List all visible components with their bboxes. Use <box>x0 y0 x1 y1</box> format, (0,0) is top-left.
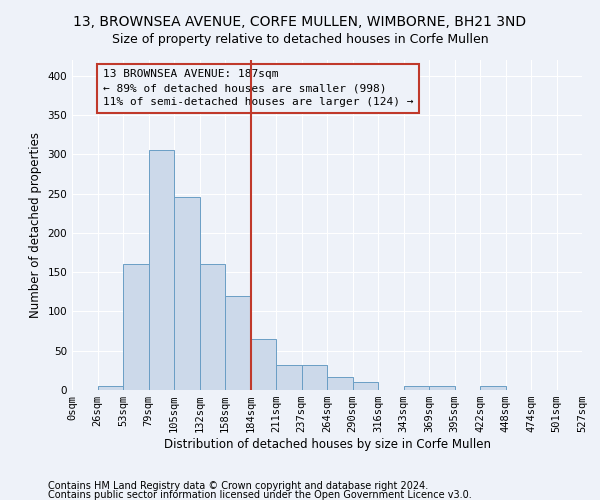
Bar <box>123 264 149 390</box>
Bar <box>225 296 251 390</box>
Text: Contains HM Land Registry data © Crown copyright and database right 2024.: Contains HM Land Registry data © Crown c… <box>48 481 428 491</box>
Bar <box>276 365 302 390</box>
Bar <box>327 378 353 390</box>
Text: 13 BROWNSEA AVENUE: 187sqm
← 89% of detached houses are smaller (998)
11% of sem: 13 BROWNSEA AVENUE: 187sqm ← 89% of deta… <box>103 70 413 108</box>
Bar <box>302 365 327 390</box>
Bar <box>97 386 123 390</box>
Bar <box>480 386 505 390</box>
Bar <box>353 382 378 390</box>
Bar <box>404 386 429 390</box>
Bar <box>429 386 455 390</box>
Text: Contains public sector information licensed under the Open Government Licence v3: Contains public sector information licen… <box>48 490 472 500</box>
Text: 13, BROWNSEA AVENUE, CORFE MULLEN, WIMBORNE, BH21 3ND: 13, BROWNSEA AVENUE, CORFE MULLEN, WIMBO… <box>73 15 527 29</box>
Y-axis label: Number of detached properties: Number of detached properties <box>29 132 42 318</box>
Text: Size of property relative to detached houses in Corfe Mullen: Size of property relative to detached ho… <box>112 32 488 46</box>
Bar <box>149 150 174 390</box>
Bar <box>251 339 276 390</box>
X-axis label: Distribution of detached houses by size in Corfe Mullen: Distribution of detached houses by size … <box>163 438 491 451</box>
Bar <box>199 264 225 390</box>
Bar <box>174 196 199 390</box>
